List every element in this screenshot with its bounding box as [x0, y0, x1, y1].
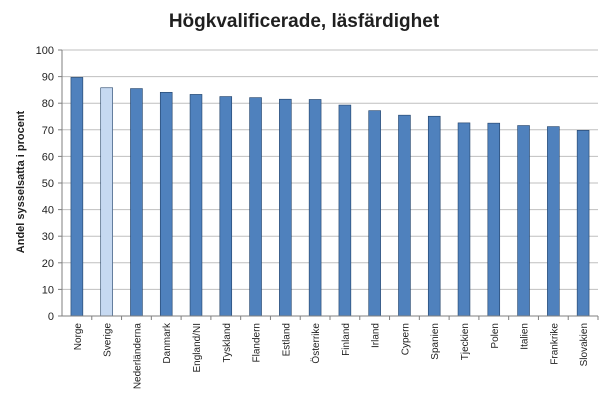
- y-tick-label: 70: [42, 125, 54, 137]
- bar-finland: [338, 104, 352, 317]
- bar-danmark: [159, 91, 173, 317]
- x-tick-label: Sverige: [103, 323, 114, 357]
- bar-tyskland: [219, 96, 233, 317]
- y-tick-label: 100: [36, 45, 54, 57]
- gridlines: [62, 49, 598, 317]
- bar-italien: [517, 125, 530, 317]
- bar-estland: [279, 98, 292, 317]
- bar-irland: [368, 110, 381, 317]
- x-tick-label: Österrike: [310, 323, 322, 364]
- bar-polen: [487, 122, 501, 317]
- bar-tjeckien: [457, 122, 471, 317]
- chart-title: Högkvalificerade, läsfärdighet: [169, 11, 440, 32]
- y-tick-label: 10: [42, 284, 54, 296]
- x-tick-label: Cypern: [400, 323, 411, 355]
- x-tick-label: Estland: [281, 323, 292, 356]
- bars: [70, 77, 590, 317]
- bar-norge: [70, 77, 84, 317]
- y-tick-label: 20: [42, 258, 54, 270]
- x-tick-label: Norge: [73, 323, 84, 351]
- x-axis-ticks: Norge Sverige Nederländerna Danmark England/…: [73, 316, 599, 390]
- x-tick-label: Tyskland: [222, 323, 233, 362]
- bar-spanien: [427, 115, 441, 317]
- x-tick-label: Irland: [371, 323, 382, 348]
- x-tick-label: Polen: [490, 323, 501, 349]
- y-tick-label: 30: [42, 231, 54, 243]
- x-tick-label: Frankrike: [549, 323, 560, 365]
- bar-cypern: [398, 114, 411, 317]
- x-tick-label: Tjeckien: [460, 323, 471, 360]
- bar-england-ni: [189, 94, 203, 317]
- x-tick-label: Slovakien: [579, 323, 590, 366]
- x-tick-label: Spanien: [430, 323, 441, 360]
- y-tick-label: 0: [48, 311, 54, 323]
- y-tick-label: 60: [42, 151, 54, 163]
- x-tick-label: Finland: [341, 323, 352, 356]
- x-tick-label: Nederländerna: [132, 323, 143, 390]
- y-tick-label: 80: [42, 98, 54, 110]
- bar-frankrike: [547, 126, 560, 317]
- bar-österrike: [308, 99, 322, 317]
- y-axis-ticks: 0 10 20 30 40 50 60 70 80 90 100: [36, 45, 62, 323]
- x-tick-label: England/NI: [192, 323, 203, 372]
- bar-nederländerna: [130, 88, 143, 317]
- bar-slovakien: [576, 130, 590, 317]
- bar-flandern: [249, 97, 262, 317]
- y-tick-label: 40: [42, 205, 54, 217]
- x-tick-label: Italien: [520, 323, 531, 350]
- x-tick-label: Danmark: [162, 322, 173, 364]
- bar-sverige: [100, 87, 113, 317]
- y-tick-label: 50: [42, 178, 54, 190]
- y-axis-label: Andel sysselsatta i procent: [15, 110, 27, 253]
- y-tick-label: 90: [42, 72, 54, 84]
- x-tick-label: Flandern: [252, 323, 263, 362]
